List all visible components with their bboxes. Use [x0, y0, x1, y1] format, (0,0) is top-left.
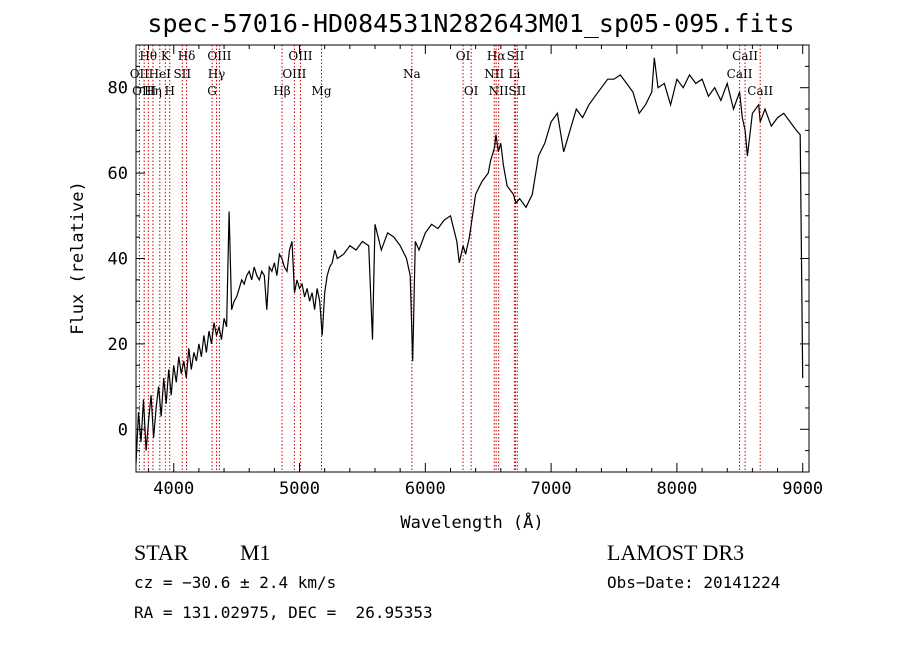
flux-series-line	[135, 57, 804, 464]
survey-name: LAMOST DR3	[607, 540, 745, 565]
object-class: STAR	[134, 540, 189, 565]
x-tick-label-2: 6000	[405, 479, 446, 499]
x-tick-label-5: 9000	[782, 479, 823, 499]
line-label-25: NII	[489, 84, 509, 98]
line-label-3: OIII	[207, 49, 231, 63]
line-label-13: OIII	[282, 67, 306, 81]
line-label-26: SII	[508, 84, 526, 98]
y-tick-label-2: 40	[108, 250, 128, 270]
x-tick-label-1: 5000	[279, 479, 320, 499]
x-tick-label-4: 8000	[656, 479, 697, 499]
line-label-16: Li	[508, 67, 520, 81]
line-label-10: HeI	[149, 67, 172, 81]
line-label-5: OI	[456, 49, 471, 63]
y-tick-label-3: 60	[108, 164, 128, 184]
line-label-23: Mg	[312, 84, 332, 98]
line-label-7: SII	[507, 49, 525, 63]
line-label-21: G	[207, 84, 217, 98]
x-tick-label-0: 4000	[153, 479, 194, 499]
line-label-14: Na	[403, 67, 421, 81]
y-axis-label: Flux (relative)	[68, 181, 88, 335]
object-subclass: M1	[240, 540, 271, 565]
redshift-cz: cz = −30.6 ± 2.4 km/s	[134, 573, 337, 592]
line-label-22: Hβ	[273, 84, 290, 98]
line-label-9: OII	[130, 67, 150, 81]
obs-date: Obs−Date: 20141224	[607, 573, 781, 592]
line-label-2: Hδ	[178, 49, 196, 63]
y-tick-label-4: 80	[108, 79, 128, 99]
line-label-12: Hγ	[208, 67, 226, 81]
x-axis-label: Wavelength (Å)	[400, 511, 543, 533]
line-label-6: Hα	[487, 49, 506, 63]
line-label-20: H	[164, 84, 174, 98]
line-label-8: CaII	[732, 49, 758, 63]
line-label-4: OIII	[288, 49, 312, 63]
line-label-24: OI	[464, 84, 479, 98]
axis-ticks: 4000 5000 6000 7000 8000 9000 0 20 40 60 80	[108, 44, 823, 499]
line-label-0: Hθ	[139, 49, 157, 63]
chart-title: spec-57016-HD084531N282643M01_sp05-095.f…	[147, 9, 794, 38]
line-label-11: SII	[173, 67, 191, 81]
ra-dec: RA = 131.02975, DEC = 26.95353	[134, 603, 433, 622]
line-label-27: CaII	[747, 84, 773, 98]
line-label-17: CaII	[727, 67, 753, 81]
x-tick-label-3: 7000	[531, 479, 572, 499]
plot-frame	[135, 44, 810, 473]
line-label-1: K	[161, 49, 171, 63]
y-tick-label-0: 0	[118, 420, 128, 440]
line-label-19: Hη	[144, 84, 162, 98]
line-label-15: NII	[484, 67, 504, 81]
y-tick-label-1: 20	[108, 335, 128, 355]
